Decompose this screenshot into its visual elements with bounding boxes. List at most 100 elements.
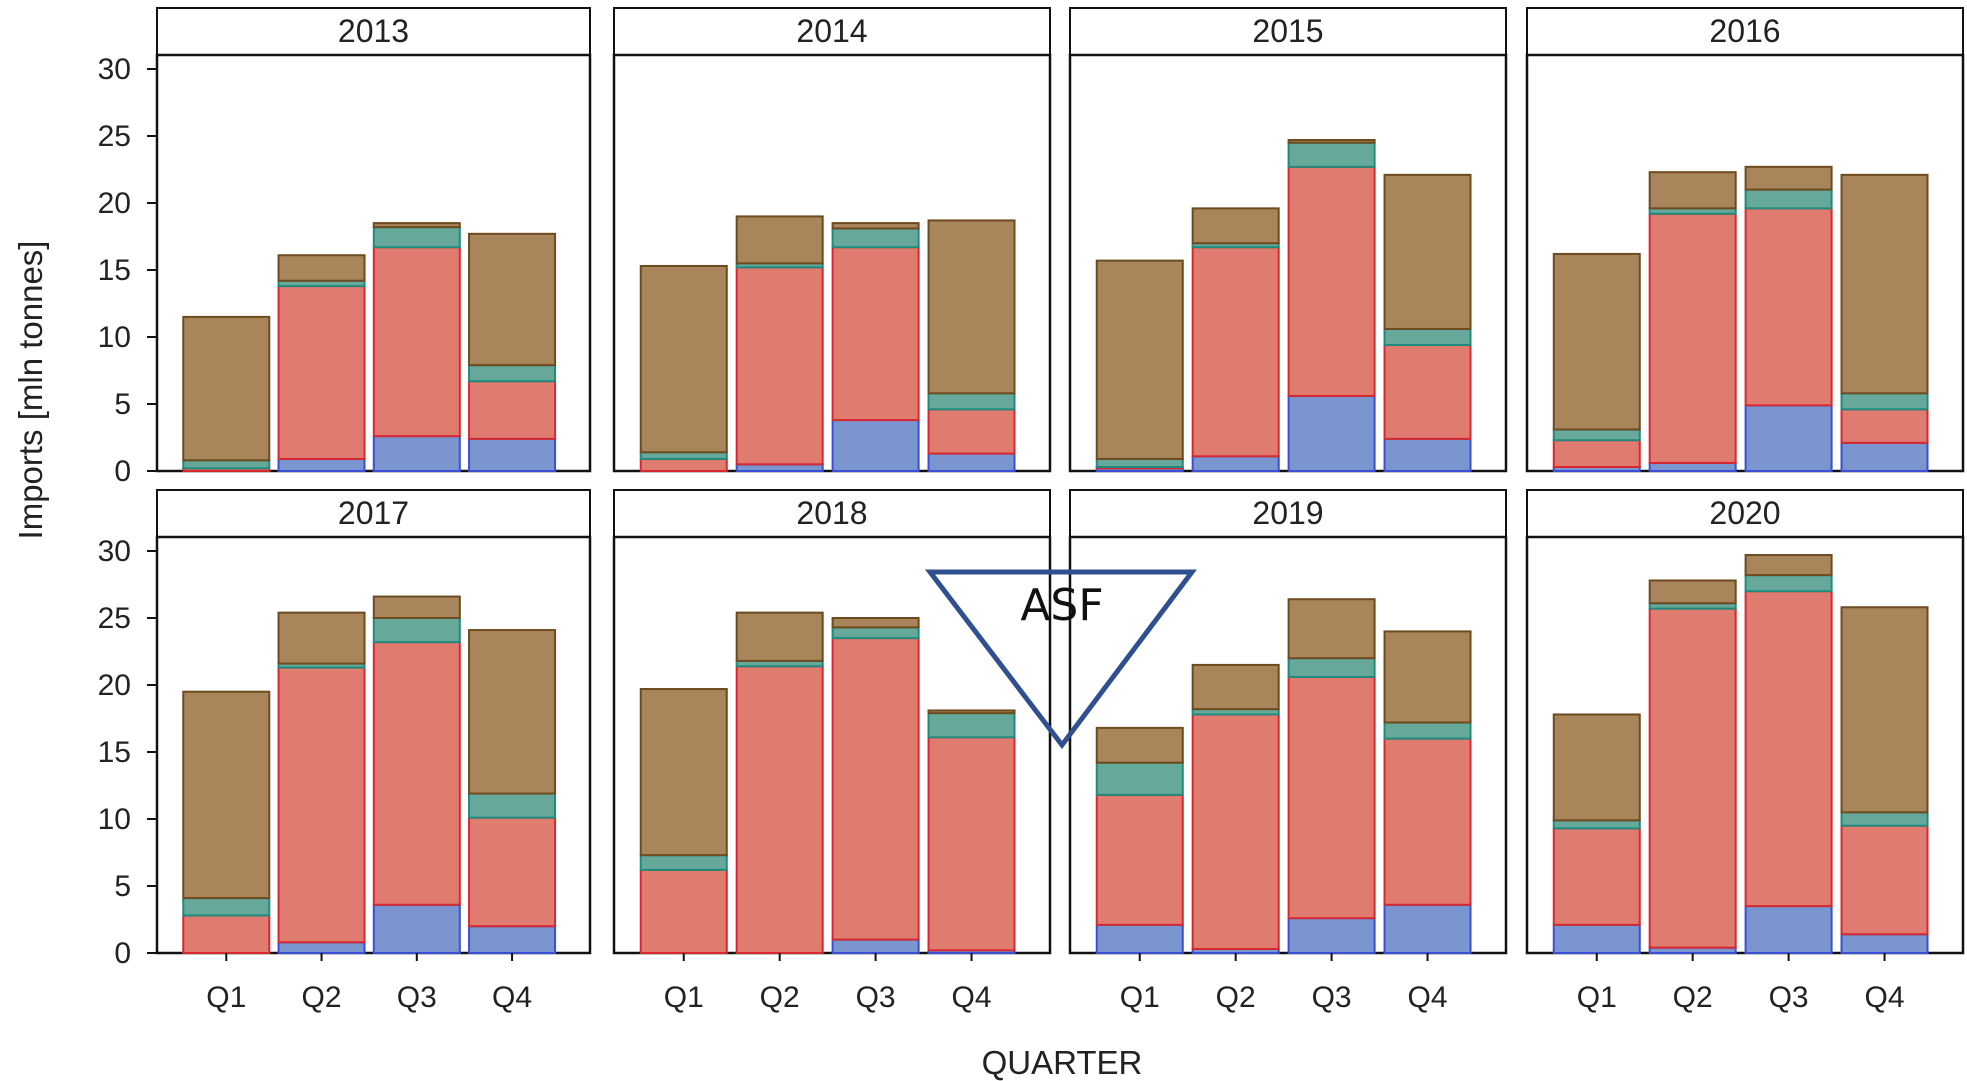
y-tick-label: 25 [98, 602, 131, 635]
bar-segment-q3-s4 [831, 617, 920, 629]
bar-segment-q4-s3 [927, 712, 1016, 739]
y-axes: 0 5 10 15 20 25 30 0 5 10 15 20 25 30 [98, 53, 157, 970]
x-tick-label: Q3 [1312, 981, 1352, 1014]
bar-segment-q2-s4 [277, 254, 366, 282]
bar-segment-q4-s3 [1383, 327, 1472, 347]
x-axis-title: QUARTER [982, 1044, 1143, 1081]
x-tick-label: Q1 [1577, 981, 1617, 1014]
bar-segment-q4-s1 [1383, 903, 1472, 955]
bar-segment-q2-s4 [1648, 579, 1737, 605]
y-tick-label: 10 [98, 803, 131, 836]
y-tick-label: 5 [114, 870, 131, 903]
y-tick-label: 20 [98, 187, 131, 220]
bar-segment-q4-s1 [468, 925, 557, 955]
panel-strip [613, 489, 1051, 538]
bar-segment-q2-s1 [277, 457, 366, 473]
bar-segment-q4-s4 [927, 709, 1016, 715]
bar-segment-q1-s3 [1095, 457, 1184, 468]
bar-segment-q4-s1 [1383, 437, 1472, 472]
bar-segment-q3-s2 [372, 246, 461, 438]
bar-segment-q3-s1 [1287, 394, 1376, 472]
panel-strip [156, 7, 591, 56]
x-tick-label: Q4 [1865, 981, 1905, 1014]
y-tick-label: 10 [98, 321, 131, 354]
panel-2017: 2017 [155, 489, 592, 955]
bar-segment-q2-s2 [277, 285, 366, 460]
bar-segment-q4-s4 [1840, 606, 1929, 814]
y-tick-label: 30 [98, 53, 131, 86]
bar-segment-q2-s2 [1648, 607, 1737, 949]
facet-panels: 2013 2014 2015 2016 2017 2018 2019 2020 [155, 7, 1965, 955]
bar-segment-q4-s2 [1383, 344, 1472, 440]
y-tick-label: 30 [98, 535, 131, 568]
y-tick-label: 20 [98, 669, 131, 702]
bar-segment-q3-s4 [831, 222, 920, 230]
bar-segment-q2-s2 [735, 665, 824, 954]
panel-2018: 2018 [612, 489, 1052, 955]
panel-title: 2020 [1709, 495, 1780, 531]
bar-segment-q4-s2 [927, 736, 1016, 952]
bar-segment-q2-s1 [277, 941, 366, 955]
bar-segment-q1-s4 [182, 690, 271, 900]
x-tick-label: Q2 [1216, 981, 1256, 1014]
bar-segment-q4-s4 [468, 629, 557, 795]
bar-segment-q1-s3 [182, 897, 271, 917]
bar-segment-q4-s4 [927, 219, 1016, 395]
y-tick-label: 5 [114, 388, 131, 421]
panel-title: 2017 [338, 495, 409, 531]
bar-segment-q3-s4 [372, 222, 461, 229]
bar-segment-q1-s1 [1095, 923, 1184, 954]
bar-segment-q3-s2 [1744, 207, 1833, 407]
x-tick-label: Q3 [1769, 981, 1809, 1014]
y-tick-label: 0 [114, 937, 131, 970]
x-tick-label: Q2 [1673, 981, 1713, 1014]
bar-segment-q2-s2 [277, 666, 366, 944]
bar-segment-q1-s2 [1095, 793, 1184, 926]
panel-2015: 2015 [1068, 7, 1508, 473]
bar-segment-q4-s3 [1840, 811, 1929, 827]
bar-segment-q3-s1 [1287, 917, 1376, 954]
bar-segment-q4-s3 [468, 364, 557, 383]
panel-strip [1069, 7, 1507, 56]
bar-segment-q3-s2 [372, 641, 461, 906]
bar-segment-q2-s2 [1191, 713, 1280, 950]
bar-segment-q3-s3 [1744, 574, 1833, 593]
bar-segment-q1-s3 [1095, 761, 1184, 796]
bar-segment-q3-s2 [831, 637, 920, 941]
bar-segment-q4-s2 [468, 816, 557, 928]
bar-segment-q3-s2 [1744, 590, 1833, 908]
bar-segment-q4-s2 [468, 380, 557, 440]
bar-segment-q1-s2 [639, 868, 728, 954]
bar-segment-q3-s1 [372, 903, 461, 955]
bar-segment-q1-s2 [639, 457, 728, 473]
x-tick-label: Q2 [760, 981, 800, 1014]
bar-segment-q3-s1 [1744, 404, 1833, 472]
bar-segment-q4-s2 [1840, 824, 1929, 936]
bar-segment-q4-s4 [1840, 173, 1929, 395]
x-tick-label: Q3 [397, 981, 437, 1014]
x-tick-label: Q4 [492, 981, 532, 1014]
bar-segment-q2-s4 [735, 611, 824, 662]
bar-segment-q4-s3 [468, 792, 557, 819]
bar-segment-q4-s1 [468, 437, 557, 472]
panel-title: 2018 [796, 495, 867, 531]
bar-segment-q1-s4 [639, 688, 728, 857]
bar-segment-q4-s3 [927, 392, 1016, 411]
bar-segment-q4-s4 [1383, 173, 1472, 330]
bar-segment-q2-s4 [277, 611, 366, 665]
bar-segment-q3-s4 [1287, 598, 1376, 660]
bar-segment-q4-s1 [927, 452, 1016, 472]
y-tick-label: 0 [114, 455, 131, 488]
bar-segment-q1-s4 [1552, 713, 1641, 822]
panel-title: 2015 [1252, 13, 1323, 49]
bar-segment-q2-s2 [1648, 212, 1737, 464]
panel-strip [613, 7, 1051, 56]
panel-title: 2014 [796, 13, 867, 49]
x-tick-label: Q1 [1120, 981, 1160, 1014]
bar-segment-q3-s3 [831, 227, 920, 249]
x-tick-label: Q4 [1408, 981, 1448, 1014]
bar-segment-q3-s1 [831, 419, 920, 472]
bar-segment-q4-s2 [1383, 737, 1472, 906]
bar-segment-q3-s2 [1287, 675, 1376, 920]
